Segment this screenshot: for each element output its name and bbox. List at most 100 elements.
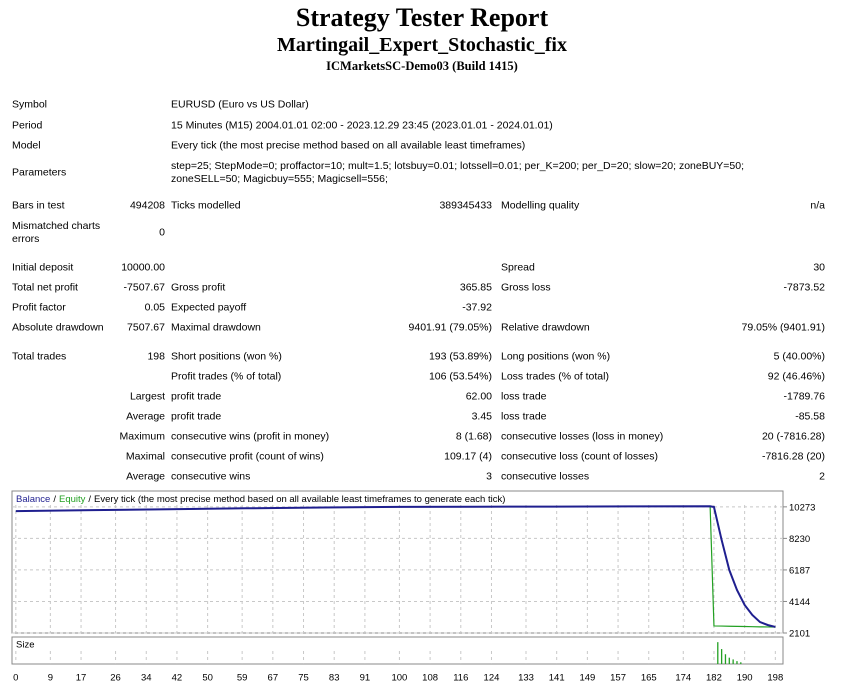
stat-value: 365.85 xyxy=(459,281,492,294)
size-frame xyxy=(11,636,784,665)
x-tick-label: 59 xyxy=(237,673,248,684)
x-tick-label: 83 xyxy=(329,673,340,684)
stat-label: consecutive wins (profit in money) xyxy=(171,430,330,443)
stat-label: consecutive losses xyxy=(501,470,590,483)
stat-label: Absolute drawdown xyxy=(12,321,104,334)
stat-value: -7873.52 xyxy=(783,281,825,294)
stat-value: n/a xyxy=(810,199,825,212)
stat-label: Loss trades (% of total) xyxy=(501,370,609,383)
series-line xyxy=(15,505,776,628)
y-tick-label: 8230 xyxy=(789,534,810,545)
stat-value: 2 xyxy=(819,470,825,483)
stat-value: 193 (53.89%) xyxy=(428,350,492,363)
x-tick-label: 50 xyxy=(202,673,213,684)
x-tick-label: 34 xyxy=(141,673,152,684)
stat-label: Mismatched charts errors xyxy=(12,220,101,245)
stat-value: 109.17 (4) xyxy=(444,450,492,463)
x-tick-label: 174 xyxy=(675,673,691,684)
stat-value: 106 (53.54%) xyxy=(428,370,492,383)
stat-label: Bars in test xyxy=(12,199,65,212)
stat-value: Maximum xyxy=(119,430,165,443)
x-tick-label: 91 xyxy=(360,673,371,684)
stat-label: Expected payoff xyxy=(171,301,247,314)
stat-label: Relative drawdown xyxy=(501,321,590,334)
stat-value: 8 (1.68) xyxy=(455,430,492,443)
info-label: Parameters xyxy=(12,166,67,179)
stat-value: Maximal xyxy=(125,450,165,463)
info-value: Every tick (the most precise method base… xyxy=(171,139,526,152)
stat-label: Spread xyxy=(501,261,535,274)
legend-entry: Balance xyxy=(16,494,50,505)
stat-label: Gross loss xyxy=(501,281,551,294)
stat-value: 0.05 xyxy=(144,301,165,314)
x-tick-label: 149 xyxy=(579,673,595,684)
stat-value: 92 (46.46%) xyxy=(767,370,825,383)
info-value: step=25; StepMode=0; proffactor=10; mult… xyxy=(171,160,745,185)
x-tick-label: 42 xyxy=(172,673,183,684)
x-tick-label: 124 xyxy=(484,673,500,684)
stat-label: Initial deposit xyxy=(12,261,74,274)
stat-label: Long positions (won %) xyxy=(501,350,611,363)
stat-label: consecutive losses (loss in money) xyxy=(501,430,664,443)
stat-value: 0 xyxy=(159,226,165,239)
stat-label: Profit factor xyxy=(12,301,66,314)
stat-value: 3.45 xyxy=(471,410,492,423)
y-tick-label: 6187 xyxy=(789,565,810,576)
y-tick-label: 4144 xyxy=(789,597,810,608)
stat-label: profit trade xyxy=(171,390,222,403)
y-tick-label: 10273 xyxy=(789,502,815,513)
stat-value: -37.92 xyxy=(462,301,492,314)
stat-value: 79.05% (9401.91) xyxy=(741,321,825,334)
x-tick-label: 190 xyxy=(737,673,753,684)
stat-label: Modelling quality xyxy=(501,199,580,212)
x-tick-label: 157 xyxy=(610,673,626,684)
stat-label: Total net profit xyxy=(12,281,78,294)
report-title: Strategy Tester Report xyxy=(295,3,549,32)
stat-label: loss trade xyxy=(501,410,547,423)
x-tick-label: 141 xyxy=(549,673,565,684)
legend-note: Every tick (the most precise method base… xyxy=(94,494,505,505)
stat-value: 20 (-7816.28) xyxy=(761,430,825,443)
expert-name: Martingail_Expert_Stochastic_fix xyxy=(277,34,567,56)
stat-value: -1789.76 xyxy=(783,390,825,403)
stat-value: 10000.00 xyxy=(121,261,165,274)
size-label: Size xyxy=(16,640,34,651)
info-label: Symbol xyxy=(12,98,48,111)
stat-value: Largest xyxy=(129,390,165,403)
stat-value: 198 xyxy=(147,350,165,363)
stat-value: -7816.28 (20) xyxy=(761,450,825,463)
y-tick-label: 2101 xyxy=(789,629,810,640)
x-tick-label: 100 xyxy=(391,673,407,684)
stat-value: Average xyxy=(126,470,165,483)
stat-label: Short positions (won %) xyxy=(171,350,282,363)
stat-label: Gross profit xyxy=(171,281,226,294)
stat-value: 9401.91 (79.05%) xyxy=(408,321,492,334)
plot-frame xyxy=(11,490,784,634)
x-tick-label: 17 xyxy=(76,673,87,684)
stat-value: -85.58 xyxy=(795,410,825,423)
stat-label: Maximal drawdown xyxy=(171,321,261,334)
x-tick-label: 116 xyxy=(453,673,468,684)
stat-label: consecutive loss (count of losses) xyxy=(501,450,658,463)
stat-value: 62.00 xyxy=(465,390,492,403)
legend-separator: / xyxy=(88,494,91,505)
stat-label: Total trades xyxy=(12,350,67,363)
stat-label: loss trade xyxy=(501,390,547,403)
stat-value: -7507.67 xyxy=(123,281,165,294)
info-value: EURUSD (Euro vs US Dollar) xyxy=(171,98,309,111)
x-tick-label: 0 xyxy=(13,673,18,684)
x-tick-label: 108 xyxy=(422,673,438,684)
stat-value: 5 (40.00%) xyxy=(773,350,825,363)
legend: Balance / Equity / Every tick (the most prec… xyxy=(16,494,505,505)
stat-label: consecutive profit (count of wins) xyxy=(171,450,324,463)
server-build: ICMarketsSC-Demo03 (Build 1415) xyxy=(326,59,518,73)
stat-label: Profit trades (% of total) xyxy=(171,370,282,383)
stat-value: Average xyxy=(126,410,165,423)
stat-value: 3 xyxy=(486,470,492,483)
x-tick-label: 26 xyxy=(110,673,121,684)
stat-value: 494208 xyxy=(129,199,165,212)
x-tick-label: 182 xyxy=(706,673,722,684)
x-tick-label: 165 xyxy=(641,673,657,684)
